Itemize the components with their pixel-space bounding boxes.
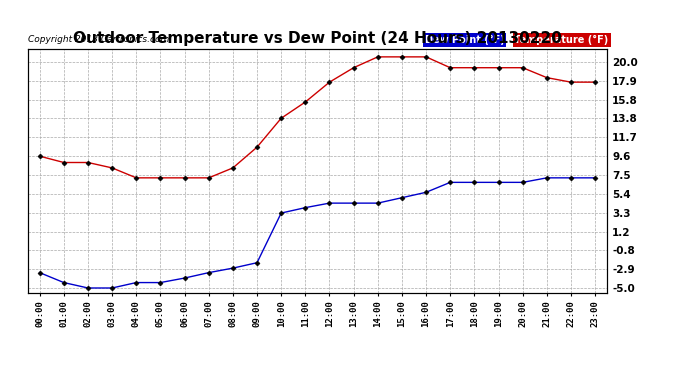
Title: Outdoor Temperature vs Dew Point (24 Hours) 20130220: Outdoor Temperature vs Dew Point (24 Hou… bbox=[73, 31, 562, 46]
Text: Temperature (°F): Temperature (°F) bbox=[515, 35, 609, 45]
Text: Dew Point (°F): Dew Point (°F) bbox=[424, 35, 504, 45]
Text: Copyright 2013 Cartronics.com: Copyright 2013 Cartronics.com bbox=[28, 35, 169, 44]
